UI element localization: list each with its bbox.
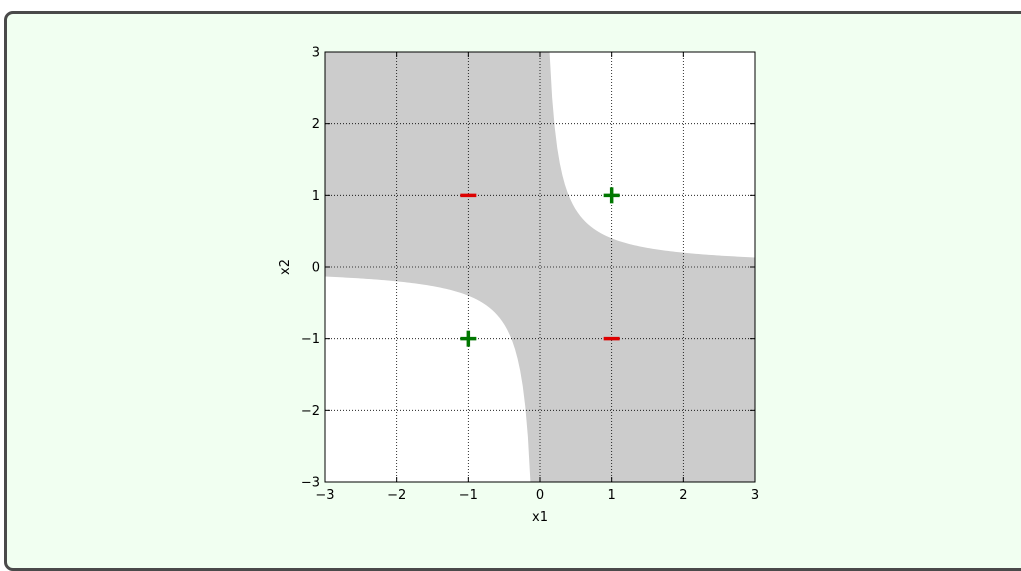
y-tick-label: 2 [312, 117, 320, 132]
x-tick-label: −2 [387, 488, 406, 503]
x-tick-label: 3 [751, 488, 759, 503]
y-axis-label: x2 [278, 259, 293, 275]
x-tick-label: −3 [315, 488, 334, 503]
shaded-region [325, 52, 755, 482]
x-tick-label: 0 [536, 488, 544, 503]
y-tick-label: −1 [301, 332, 320, 347]
y-tick-label: 0 [312, 261, 320, 276]
decision-boundary-chart: −3 −2 −1 0 1 2 3 −3 −2 −1 0 1 2 3 x1 x2 [278, 46, 759, 526]
x-tick-label: 1 [608, 488, 616, 503]
x-tick-label: 2 [679, 488, 687, 503]
y-tick-label: 3 [312, 46, 320, 61]
plus-marker [603, 187, 620, 204]
x-tick-label: −1 [459, 488, 478, 503]
plus-marker [460, 330, 477, 347]
y-tick-label: 1 [312, 189, 320, 204]
x-axis-label: x1 [532, 510, 548, 525]
y-tick-label: −2 [301, 404, 320, 419]
y-tick-label: −3 [301, 476, 320, 491]
